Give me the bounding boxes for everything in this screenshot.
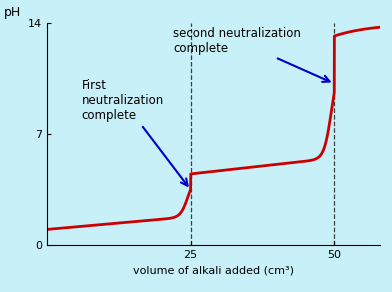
X-axis label: volume of alkali added (cm³): volume of alkali added (cm³) [133, 266, 294, 276]
Text: pH: pH [4, 6, 21, 19]
Text: First
neutralization
complete: First neutralization complete [82, 79, 187, 186]
Text: second neutralization
complete: second neutralization complete [173, 27, 330, 82]
